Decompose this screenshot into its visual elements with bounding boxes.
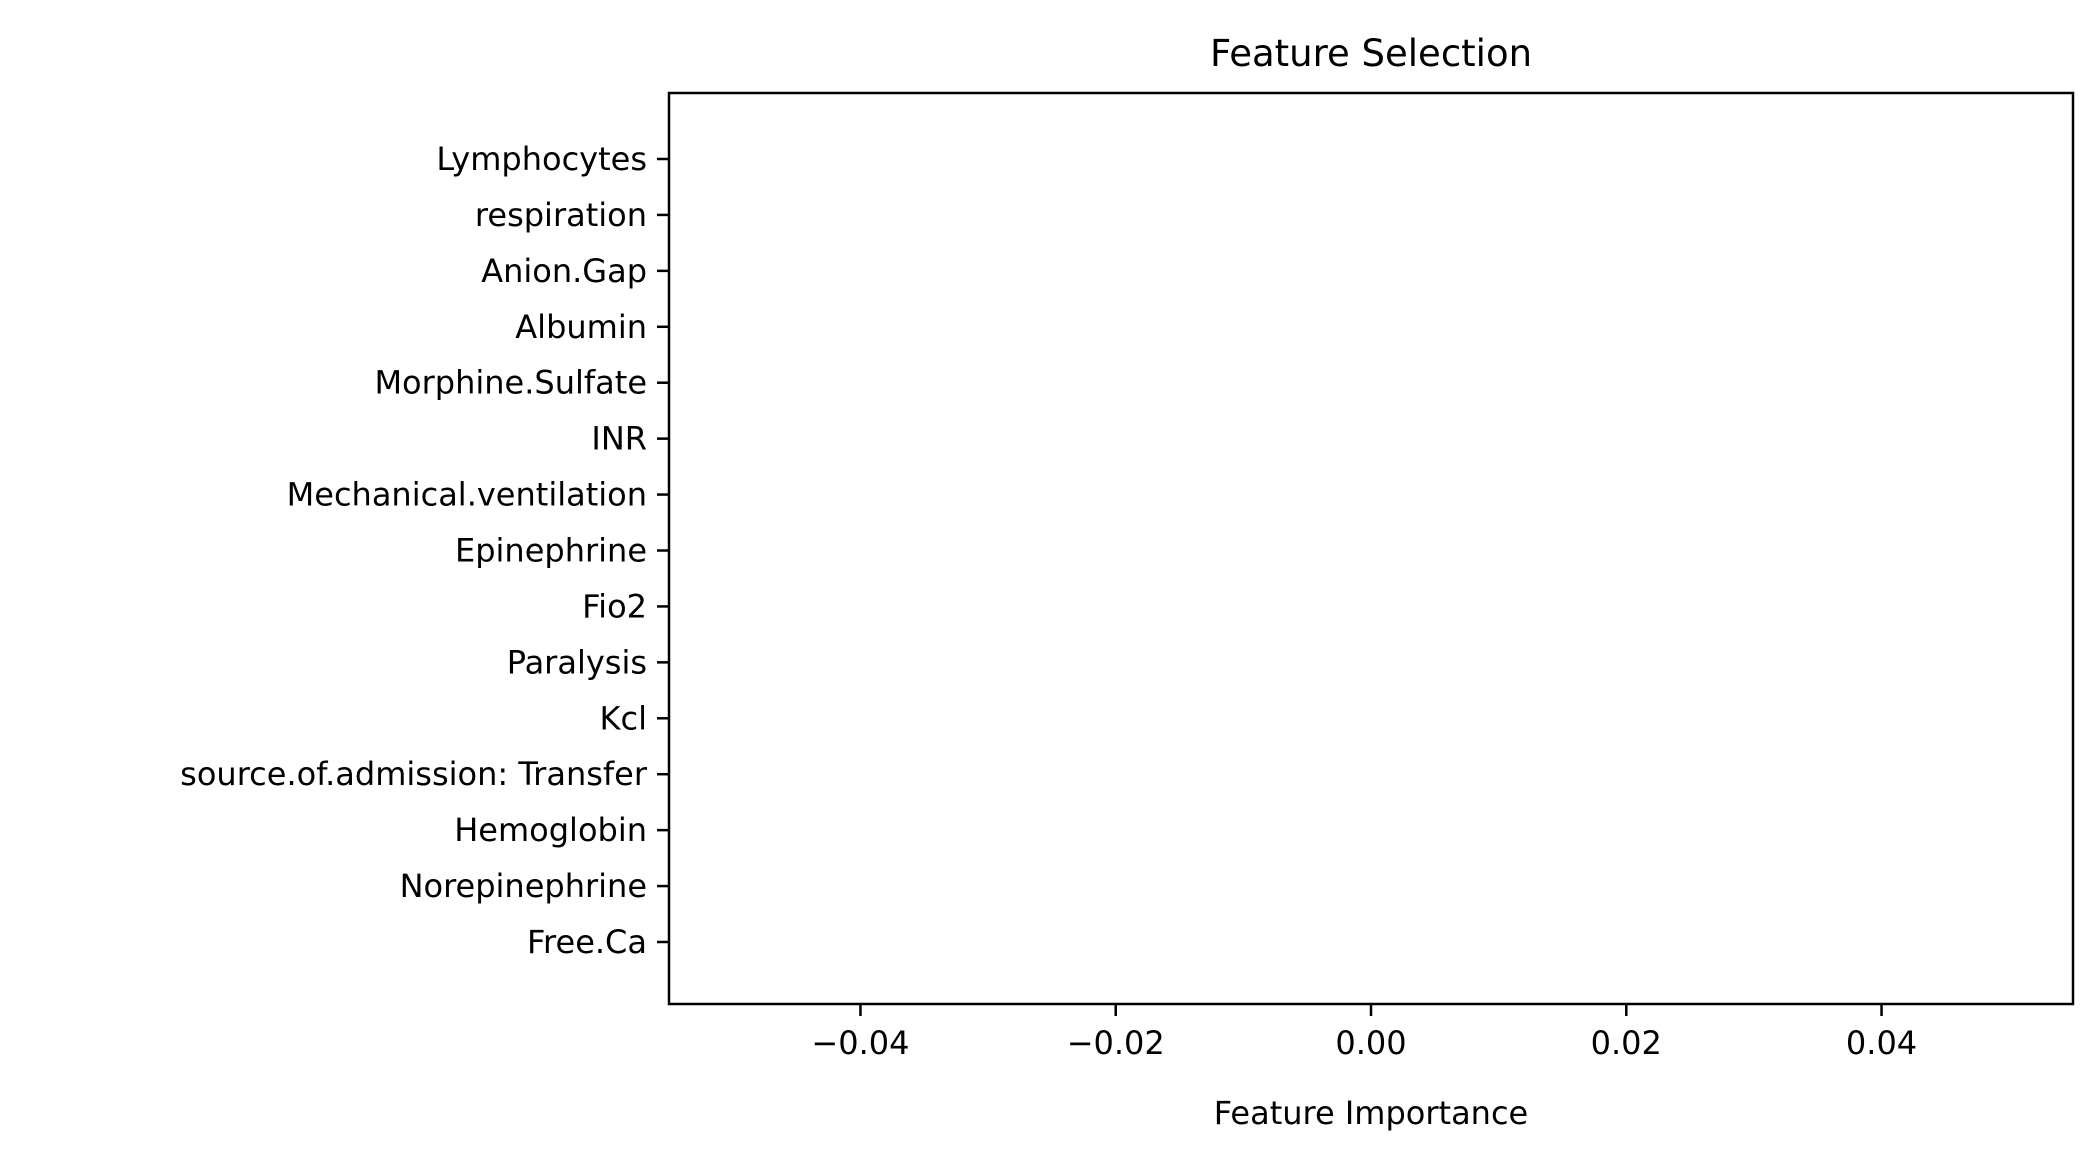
y-tick-label-mechanical-ventilation: Mechanical.ventilation <box>287 476 647 514</box>
x-tick-label-3: 0.02 <box>1591 1024 1662 1062</box>
y-tick-label-kcl: Kcl <box>600 699 647 737</box>
y-tick-label-albumin: Albumin <box>515 308 647 346</box>
x-tick-label-1: −0.02 <box>1067 1024 1165 1062</box>
x-tick-label-4: 0.04 <box>1846 1024 1917 1062</box>
y-tick-label-epinephrine: Epinephrine <box>455 532 647 570</box>
chart-title: Feature Selection <box>1210 32 1532 75</box>
y-tick-label-inr: INR <box>591 420 647 458</box>
y-tick-label-morphine-sulfate: Morphine.Sulfate <box>374 364 647 402</box>
y-tick-label-fio2: Fio2 <box>582 587 647 625</box>
x-tick-label-2: 0.00 <box>1335 1024 1406 1062</box>
x-axis-label: Feature Importance <box>1214 1094 1528 1132</box>
x-axis: −0.04 −0.02 0.00 0.02 0.04 <box>811 1004 1917 1062</box>
x-tick-label-0: −0.04 <box>811 1024 909 1062</box>
y-tick-label-free-ca: Free.Ca <box>527 923 647 961</box>
y-tick-label-lymphocytes: Lymphocytes <box>436 140 647 178</box>
y-tick-label-hemoglobin: Hemoglobin <box>454 811 647 849</box>
y-tick-label-norepinephrine: Norepinephrine <box>400 867 647 905</box>
y-tick-label-source-of-admission-transfer: source.of.admission: Transfer <box>180 755 648 793</box>
plot-frame <box>667 91 2075 1006</box>
y-axis: Lymphocytes respiration Anion.Gap Albumin Mo… <box>180 140 669 961</box>
y-tick-label-paralysis: Paralysis <box>507 643 647 681</box>
y-tick-label-respiration: respiration <box>475 196 647 234</box>
y-tick-label-anion-gap: Anion.Gap <box>481 252 647 290</box>
